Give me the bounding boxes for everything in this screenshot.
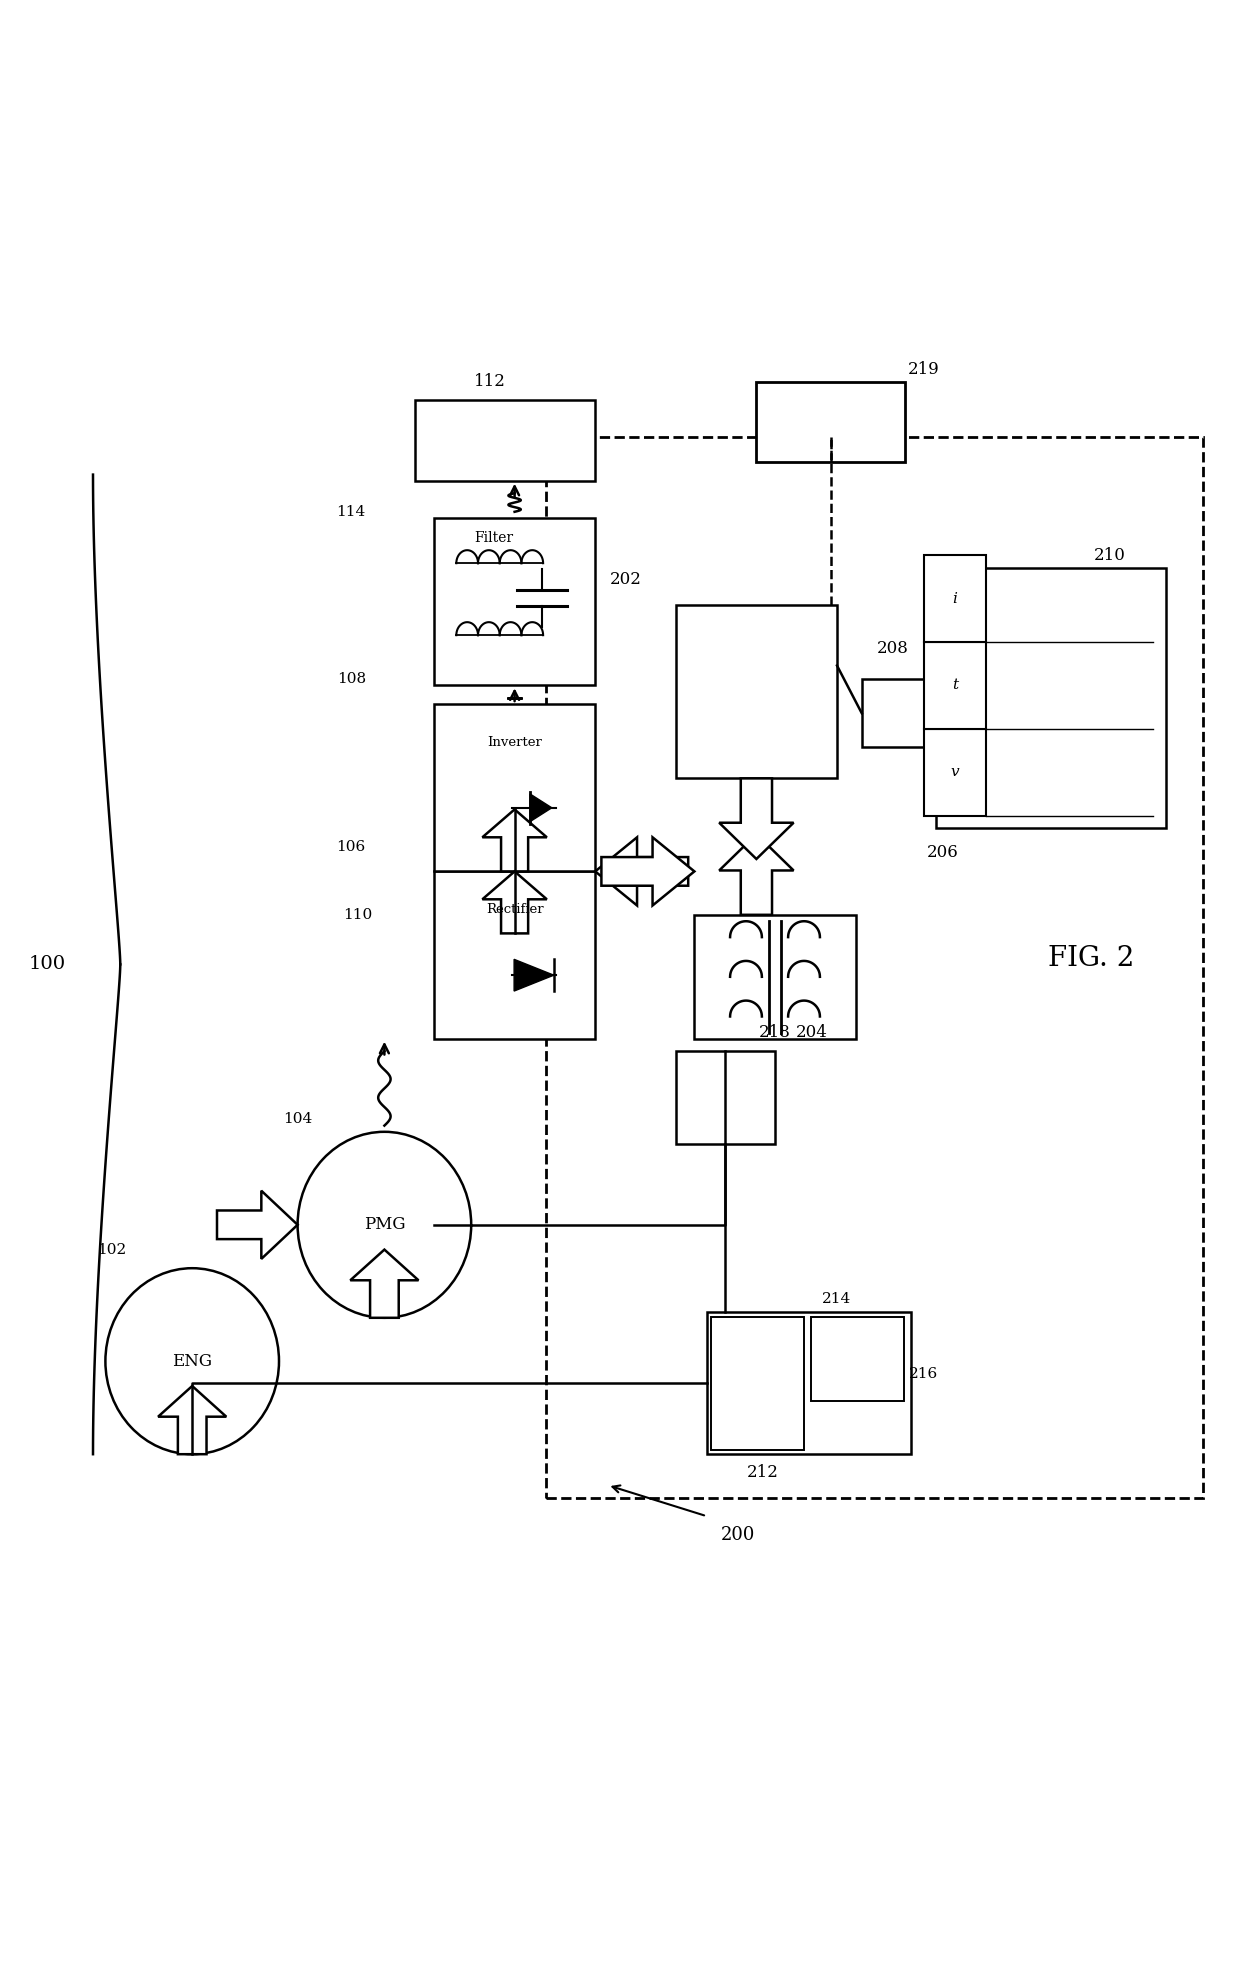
Text: FIG. 2: FIG. 2 [1048, 946, 1135, 971]
Polygon shape [601, 838, 694, 906]
Bar [711, 1317, 804, 1451]
Bar [434, 704, 595, 871]
Text: 202: 202 [610, 572, 642, 588]
Bar [707, 1311, 911, 1455]
Bar [811, 1317, 904, 1402]
Text: t: t [952, 678, 957, 692]
Text: 204: 204 [796, 1024, 828, 1042]
Text: Filter: Filter [474, 531, 513, 545]
Text: Inverter: Inverter [487, 735, 542, 749]
Bar [924, 554, 986, 643]
Polygon shape [515, 959, 554, 991]
Text: 104: 104 [283, 1113, 312, 1127]
Text: 114: 114 [336, 505, 366, 519]
Text: PMG: PMG [363, 1217, 405, 1233]
Bar [756, 381, 905, 462]
Bar [676, 1052, 775, 1144]
Polygon shape [217, 1191, 298, 1258]
Bar [862, 678, 924, 747]
Text: v: v [951, 765, 959, 779]
Bar [676, 606, 837, 779]
Text: 210: 210 [1094, 547, 1126, 564]
Text: 219: 219 [908, 360, 940, 377]
Text: 218: 218 [759, 1024, 791, 1042]
Polygon shape [482, 871, 547, 934]
Text: 100: 100 [29, 955, 66, 973]
Bar [924, 643, 986, 729]
Polygon shape [595, 838, 688, 906]
Polygon shape [529, 794, 552, 822]
Polygon shape [482, 810, 547, 871]
Text: 108: 108 [337, 672, 366, 686]
Text: 212: 212 [746, 1465, 779, 1480]
Bar [434, 517, 595, 686]
Text: 214: 214 [822, 1292, 852, 1305]
Text: 216: 216 [909, 1366, 939, 1380]
Polygon shape [159, 1386, 226, 1455]
Text: 106: 106 [336, 839, 366, 853]
Bar [546, 436, 1203, 1498]
Ellipse shape [298, 1132, 471, 1317]
Text: 206: 206 [926, 843, 959, 861]
Bar [924, 729, 986, 816]
Text: 200: 200 [720, 1526, 755, 1543]
Text: ENG: ENG [172, 1353, 212, 1370]
Bar [415, 401, 595, 482]
Text: 102: 102 [97, 1243, 126, 1256]
Text: 110: 110 [342, 908, 372, 922]
Text: Rectifier: Rectifier [486, 904, 543, 916]
Text: 112: 112 [474, 374, 506, 389]
Bar [936, 568, 1166, 828]
Text: i: i [952, 592, 957, 606]
Polygon shape [719, 779, 794, 859]
Text: 208: 208 [877, 639, 909, 657]
Bar [434, 871, 595, 1038]
Polygon shape [350, 1250, 419, 1317]
Ellipse shape [105, 1268, 279, 1455]
Polygon shape [719, 834, 794, 914]
Bar [694, 914, 856, 1038]
